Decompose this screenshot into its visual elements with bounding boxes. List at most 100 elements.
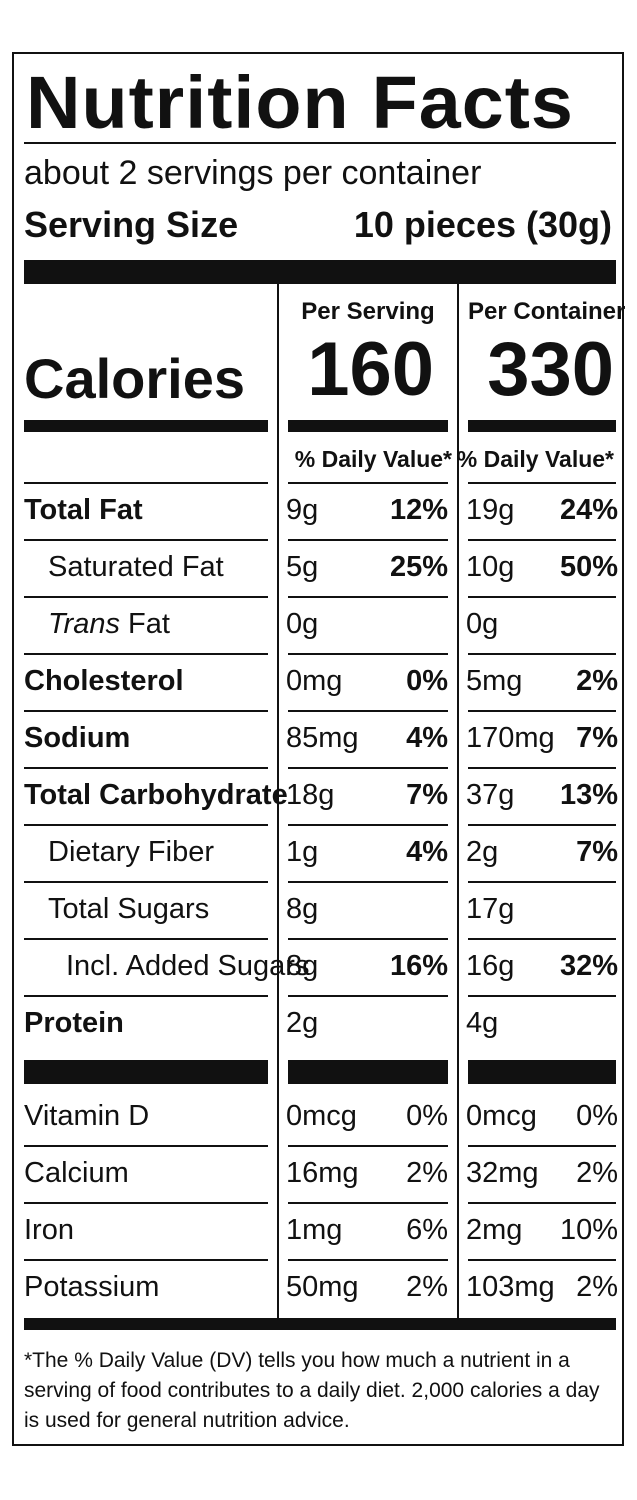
- dv-per-container: 50%: [559, 551, 618, 583]
- header-divider: [288, 482, 448, 484]
- amount-per-container: 10g: [466, 551, 515, 583]
- nutrient-name: Protein: [24, 1007, 124, 1039]
- nutrient-name: Incl. Added Sugars: [66, 950, 310, 982]
- dv-per-container: 10%: [559, 1214, 618, 1246]
- row-divider: [24, 710, 268, 712]
- amount-per-container: 37g: [466, 779, 515, 811]
- row-divider: [24, 995, 268, 997]
- dv-per-container: 2%: [576, 1271, 618, 1303]
- nutrient-name: Sodium: [24, 722, 131, 754]
- row-divider: [24, 596, 268, 598]
- row-divider: [288, 938, 448, 940]
- nutrient-row: Total Carbohydrate 18g 7% 37g 13%: [24, 769, 618, 826]
- row-divider: [468, 824, 616, 826]
- amount-per-container: 4g: [466, 1007, 499, 1039]
- row-divider: [288, 767, 448, 769]
- nutrient-row: Incl. Added Sugars 8g 16% 16g 32%: [24, 940, 618, 997]
- dv-per-container: 2%: [576, 665, 618, 697]
- thick-bar-vitamins-serving: [288, 1060, 448, 1084]
- nutrition-facts-label: Nutrition Facts about 2 servings per con…: [12, 52, 625, 1446]
- amount-per-serving: 8g: [286, 893, 319, 925]
- dv-per-container: 0%: [576, 1100, 618, 1132]
- header-divider: [24, 482, 268, 484]
- nutrient-row: Trans Fat 0g 0g: [24, 598, 616, 655]
- serving-size-value: 10 pieces (30g): [353, 204, 612, 245]
- nutrient-name: Dietary Fiber: [48, 836, 214, 868]
- row-divider: [288, 539, 448, 541]
- dv-per-serving: 2%: [406, 1157, 448, 1189]
- amount-per-serving: 18g: [286, 779, 335, 811]
- amount-per-serving: 2g: [286, 1007, 319, 1039]
- dv-per-serving: 4%: [406, 722, 448, 754]
- amount-per-container: 16g: [466, 950, 515, 982]
- row-divider: [288, 1145, 448, 1147]
- nutrient-row: Total Fat 9g 12% 19g 24%: [24, 484, 618, 541]
- dv-per-serving: 25%: [389, 551, 448, 583]
- nutrient-name: Trans Fat: [48, 608, 170, 641]
- calories-bar-serving: [288, 420, 448, 432]
- nutrient-name: Total Fat: [24, 494, 143, 526]
- dv-per-serving: 16%: [389, 950, 448, 982]
- amount-per-serving: 0mg: [286, 665, 343, 697]
- row-divider: [288, 653, 448, 655]
- dv-per-serving: 0%: [406, 665, 448, 697]
- amount-per-serving: 5g: [286, 551, 319, 583]
- column-divider-right: [457, 284, 459, 1318]
- nutrient-name: Vitamin D: [24, 1100, 150, 1132]
- dv-per-container: 13%: [559, 779, 618, 811]
- dv-per-serving: 4%: [406, 836, 448, 868]
- dv-per-serving: 0%: [406, 1100, 448, 1132]
- row-divider: [468, 1202, 616, 1204]
- row-divider: [24, 1202, 268, 1204]
- row-divider: [24, 653, 268, 655]
- vitamin-row: Calcium 16mg 2% 32mg 2%: [24, 1147, 618, 1204]
- amount-per-container: 2g: [466, 836, 499, 868]
- label-title: Nutrition Facts: [26, 61, 574, 144]
- row-divider: [468, 938, 616, 940]
- amount-per-container: 103mg: [466, 1271, 555, 1303]
- nutrient-name-rest: Fat: [119, 608, 170, 640]
- footnote: *The % Daily Value (DV) tells you how mu…: [24, 1349, 600, 1432]
- nutrient-name: Potassium: [24, 1271, 160, 1303]
- thick-bar-vitamins-name: [24, 1060, 268, 1084]
- servings-per-container: about 2 servings per container: [24, 154, 482, 192]
- nutrient-name-italic: Trans: [48, 608, 120, 640]
- nutrient-name: Total Sugars: [48, 893, 210, 925]
- dv-per-container: 7%: [576, 722, 618, 754]
- dv-per-serving: 12%: [389, 494, 448, 526]
- row-divider: [288, 881, 448, 883]
- amount-per-serving: 16mg: [286, 1157, 359, 1189]
- amount-per-serving: 1mg: [286, 1214, 343, 1246]
- row-divider: [288, 710, 448, 712]
- amount-per-container: 5mg: [466, 665, 523, 697]
- row-divider: [24, 1145, 268, 1147]
- column-divider-left: [277, 284, 279, 1318]
- serving-size-label: Serving Size: [24, 204, 239, 245]
- row-divider: [24, 824, 268, 826]
- amount-per-serving: 50mg: [286, 1271, 359, 1303]
- row-divider: [468, 1145, 616, 1147]
- header-divider: [468, 482, 616, 484]
- dv-per-container: 32%: [559, 950, 618, 982]
- amount-per-container: 2mg: [466, 1214, 523, 1246]
- row-divider: [24, 539, 268, 541]
- thick-bar-footer: [24, 1318, 616, 1330]
- vitamin-row: Potassium 50mg 2% 103mg 2%: [24, 1261, 618, 1317]
- row-divider: [24, 881, 268, 883]
- dv-per-serving: 2%: [406, 1271, 448, 1303]
- calories-per-serving: 160: [307, 327, 434, 412]
- vitamin-row: Iron 1mg 6% 2mg 10%: [24, 1204, 618, 1261]
- dv-per-container: 2%: [576, 1157, 618, 1189]
- calories-label: Calories: [24, 347, 245, 410]
- row-divider: [468, 710, 616, 712]
- nutrient-row: Total Sugars 8g 17g: [24, 883, 616, 940]
- row-divider: [288, 995, 448, 997]
- row-divider: [288, 824, 448, 826]
- calories-bar-container: [468, 420, 616, 432]
- row-divider: [288, 596, 448, 598]
- title-divider: [24, 142, 616, 144]
- row-divider: [468, 881, 616, 883]
- amount-per-serving: 8g: [286, 950, 319, 982]
- row-divider: [468, 596, 616, 598]
- thick-bar-serving: [24, 260, 616, 284]
